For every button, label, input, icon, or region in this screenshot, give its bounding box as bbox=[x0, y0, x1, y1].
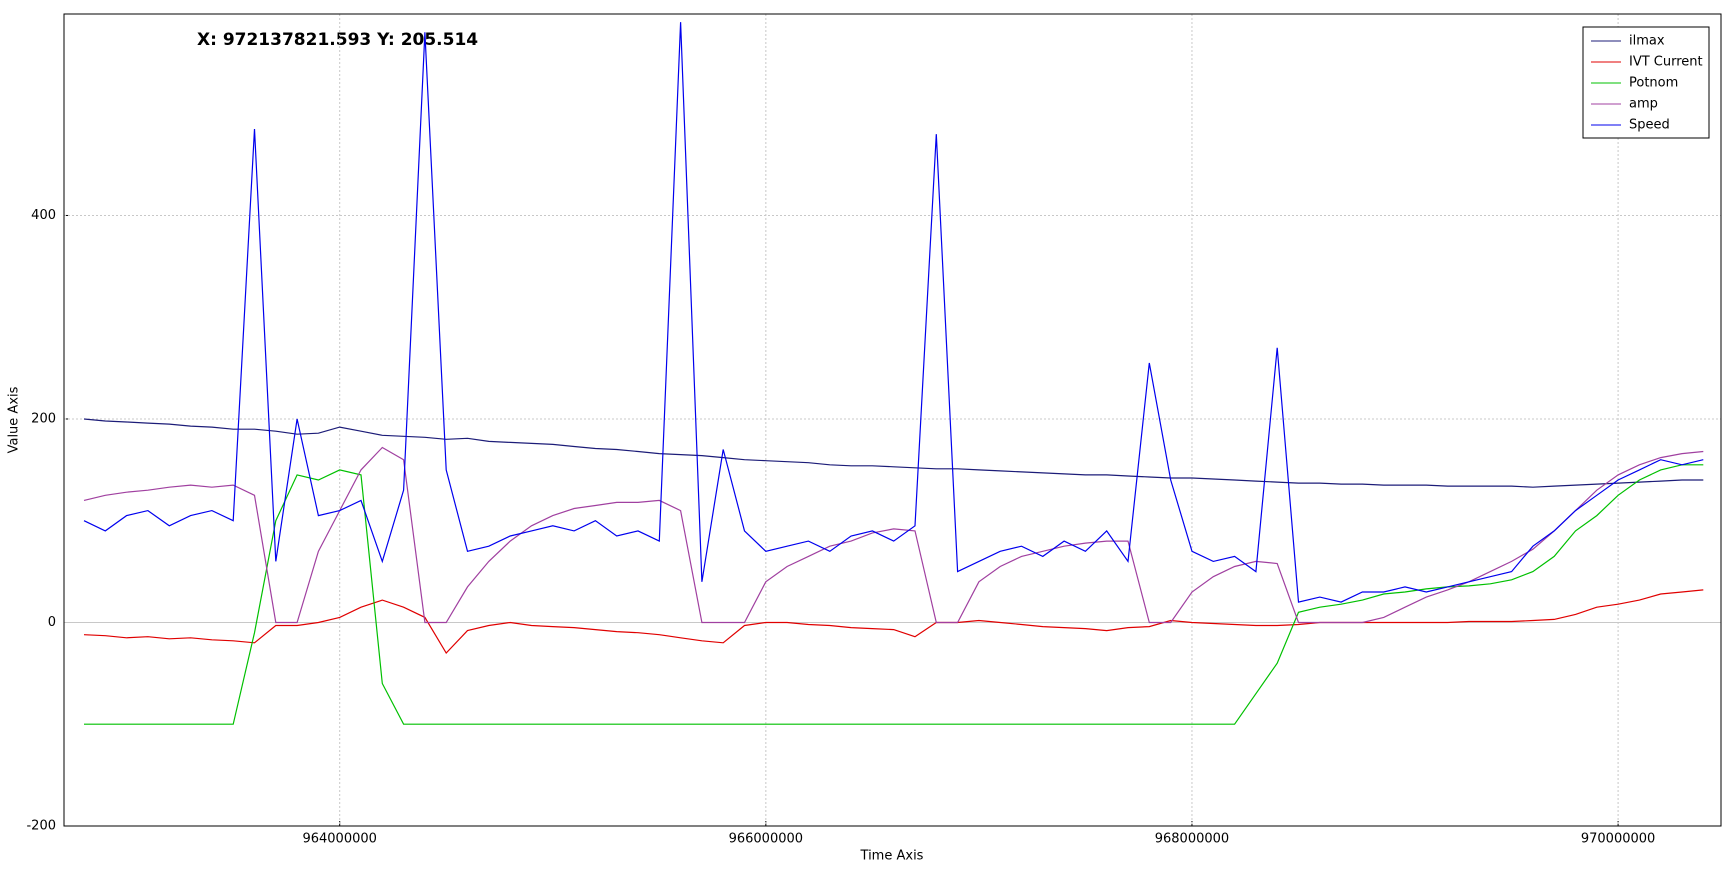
x-axis-label: Time Axis bbox=[860, 849, 924, 864]
legend-label: Potnom bbox=[1629, 76, 1678, 91]
y-tick-label: 400 bbox=[31, 208, 56, 223]
y-axis-label: Value Axis bbox=[7, 386, 22, 453]
legend-label: ilmax bbox=[1629, 34, 1665, 49]
y-tick-label: 200 bbox=[31, 411, 56, 426]
cursor-readout: X: 972137821.593 Y: 205.514 bbox=[197, 30, 478, 50]
x-tick-label: 970000000 bbox=[1581, 832, 1655, 847]
x-tick-label: 966000000 bbox=[729, 832, 803, 847]
series-line bbox=[84, 464, 1704, 725]
y-tick-label: -200 bbox=[26, 819, 56, 834]
legend: ilmax IVT Current Potnom amp Speed bbox=[1582, 26, 1710, 139]
legend-label: Speed bbox=[1629, 118, 1670, 133]
legend-label: IVT Current bbox=[1629, 55, 1703, 70]
series-line bbox=[83, 589, 1704, 654]
y-tick-label: 0 bbox=[48, 615, 56, 630]
series-line bbox=[83, 418, 1704, 488]
x-tick-label: 968000000 bbox=[1155, 832, 1229, 847]
series-line bbox=[83, 446, 1704, 624]
x-tick-label: 964000000 bbox=[302, 832, 376, 847]
series-line bbox=[83, 22, 1704, 603]
plot-frame bbox=[63, 13, 1722, 827]
legend-label: amp bbox=[1629, 97, 1658, 112]
